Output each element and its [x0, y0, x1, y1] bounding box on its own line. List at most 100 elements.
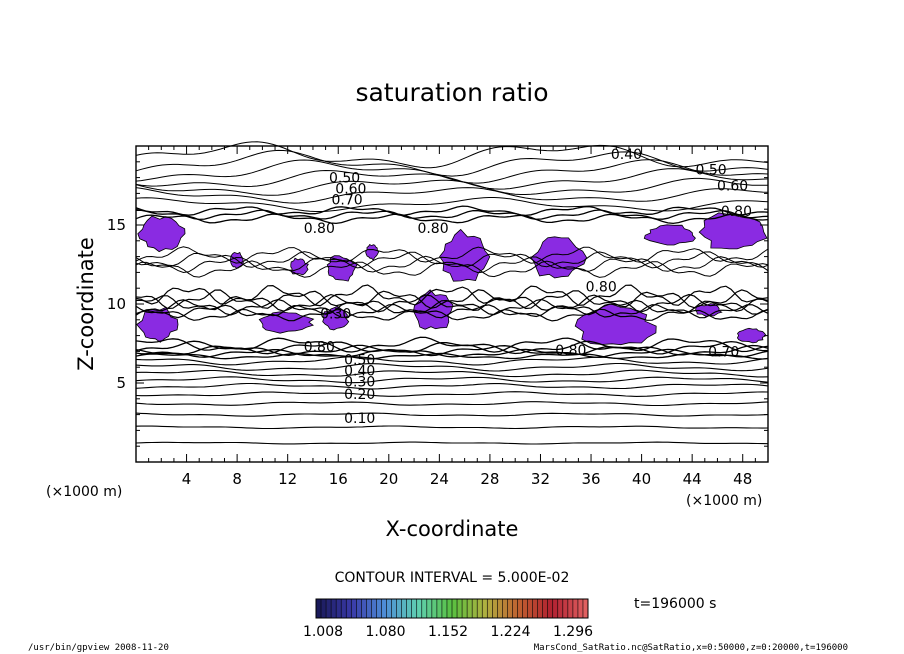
colorbar-cell-27 [452, 599, 458, 618]
colorbar-cell-34 [487, 599, 493, 618]
colorbar-cell-0 [316, 599, 322, 618]
x-tick-label-1: 8 [232, 470, 242, 488]
contour-label-18: 0.70 [332, 193, 363, 209]
colorbar-cell-49 [562, 599, 568, 618]
footer-left: /usr/bin/gpview 2008-11-20 [28, 643, 169, 653]
contour-label-2: 0.30 [344, 374, 375, 390]
contour-band-low-4 [135, 336, 769, 353]
contour-band-mid-1 [135, 303, 769, 319]
contour-label-14: 0.60 [717, 179, 748, 195]
contour-line-high-1 [135, 187, 769, 204]
contour-line-low-3 [135, 401, 769, 407]
footer-right: MarsCond_SatRatio.nc@SatRatio,x=0:50000,… [534, 643, 848, 653]
chart-title: saturation ratio [355, 78, 548, 107]
x-tick-label-8: 36 [581, 470, 600, 488]
colorbar-cell-44 [537, 599, 543, 618]
colorbar-cell-40 [517, 599, 523, 618]
contour-label-6: 0.80 [555, 343, 586, 359]
x-axis-ticks: 4 8 12 16 20 24 28 32 36 40 44 48 [148, 146, 756, 488]
contour-line-high-5 [135, 149, 769, 177]
colorbar-cell-36 [497, 599, 503, 618]
colorbar-cell-17 [401, 599, 407, 618]
contour-label-16: 0.50 [329, 171, 360, 187]
contour-line-low-1 [135, 425, 769, 430]
x-tick-label-10: 44 [683, 470, 702, 488]
contour-label-3: 0.40 [344, 363, 375, 379]
contour-line-low-5 [135, 382, 769, 390]
colorbar-cell-15 [391, 599, 397, 618]
contour-label-12: 0.40 [611, 147, 642, 163]
contour-label-8: 0.80 [586, 280, 617, 296]
colorbar-cell-53 [582, 599, 588, 618]
colorbar [315, 599, 588, 618]
contour-line-high-0 [135, 197, 769, 212]
contour-interval-text: CONTOUR INTERVAL = 5.000E-02 [335, 570, 570, 586]
x-unit-right: (×1000 m) [686, 493, 762, 509]
colorbar-tick-label-0: 1.008 [303, 624, 343, 640]
colorbar-cell-1 [321, 599, 327, 618]
colorbar-cell-16 [396, 599, 402, 618]
colorbar-cell-20 [416, 599, 422, 618]
colorbar-cell-21 [421, 599, 427, 618]
shaded-region-6 [365, 243, 380, 261]
shaded-region-10 [530, 236, 587, 279]
shaded-region-14 [736, 327, 767, 344]
colorbar-cell-35 [492, 599, 498, 618]
contour-label-11: 0.80 [417, 221, 448, 237]
colorbar-cell-29 [462, 599, 468, 618]
colorbar-cell-10 [366, 599, 372, 618]
x-axis-label: X-coordinate [386, 517, 519, 541]
colorbar-cell-46 [547, 599, 553, 618]
contour-line-low-0 [135, 441, 769, 445]
x-tick-label-9: 40 [632, 470, 651, 488]
contour-band-top-0 [135, 213, 769, 225]
contour-label-9: 0.30 [320, 306, 351, 322]
colorbar-cell-43 [532, 599, 538, 618]
contour-band-low-3 [135, 340, 769, 355]
colorbar-cell-18 [406, 599, 412, 618]
colorbar-cell-26 [446, 599, 452, 618]
contour-label-7: 0.70 [708, 344, 739, 360]
colorbar-cell-22 [426, 599, 432, 618]
colorbar-cell-5 [341, 599, 347, 618]
colorbar-cell-19 [411, 599, 417, 618]
y-axis-label: Z-coordinate [74, 237, 98, 371]
colorbar-cell-14 [386, 599, 392, 618]
colorbar-cell-30 [467, 599, 473, 618]
contour-band-mid-2 [135, 298, 769, 316]
shaded-region-2 [258, 311, 315, 334]
contour-labels: 0.100.200.300.400.500.80 0.80 0.700.800.30… [304, 147, 752, 427]
contour-label-13: 0.50 [696, 163, 727, 179]
x-tick-label-3: 16 [329, 470, 348, 488]
contour-line-low-9 [135, 356, 769, 366]
colorbar-cell-33 [482, 599, 488, 618]
contour-line-high-6 [135, 141, 769, 169]
colorbar-tick-label-1: 1.080 [365, 624, 405, 640]
colorbar-cell-8 [356, 599, 362, 618]
colorbar-cell-47 [552, 599, 558, 618]
colorbar-cell-32 [477, 599, 483, 618]
colorbar-tick-label-4: 1.296 [553, 624, 593, 640]
x-unit-left: (×1000 m) [46, 484, 122, 500]
x-tick-label-2: 12 [278, 470, 297, 488]
colorbar-frame [315, 598, 589, 619]
shaded-region-0 [137, 215, 186, 253]
contour-label-4: 0.50 [344, 352, 375, 368]
colorbar-cell-37 [502, 599, 508, 618]
contour-label-17: 0.60 [335, 182, 366, 198]
colorbar-cell-23 [431, 599, 437, 618]
contour-band-mid-5 [135, 284, 769, 307]
colorbar-cell-4 [336, 599, 342, 618]
contour-band-mid-4 [135, 289, 769, 310]
y-tick-label-1: 10 [107, 295, 126, 313]
contour-line-low-4 [135, 391, 769, 397]
colorbar-cell-9 [361, 599, 367, 618]
contour-line-high-2 [135, 177, 769, 196]
contour-band-upper-3 [135, 246, 769, 264]
colorbar-cell-3 [331, 599, 337, 618]
colorbar-cell-11 [371, 599, 377, 618]
x-tick-label-0: 4 [182, 470, 192, 488]
colorbar-cell-25 [441, 599, 447, 618]
colorbar-ticks: 1.008 1.080 1.152 1.224 1.296 [303, 624, 593, 640]
